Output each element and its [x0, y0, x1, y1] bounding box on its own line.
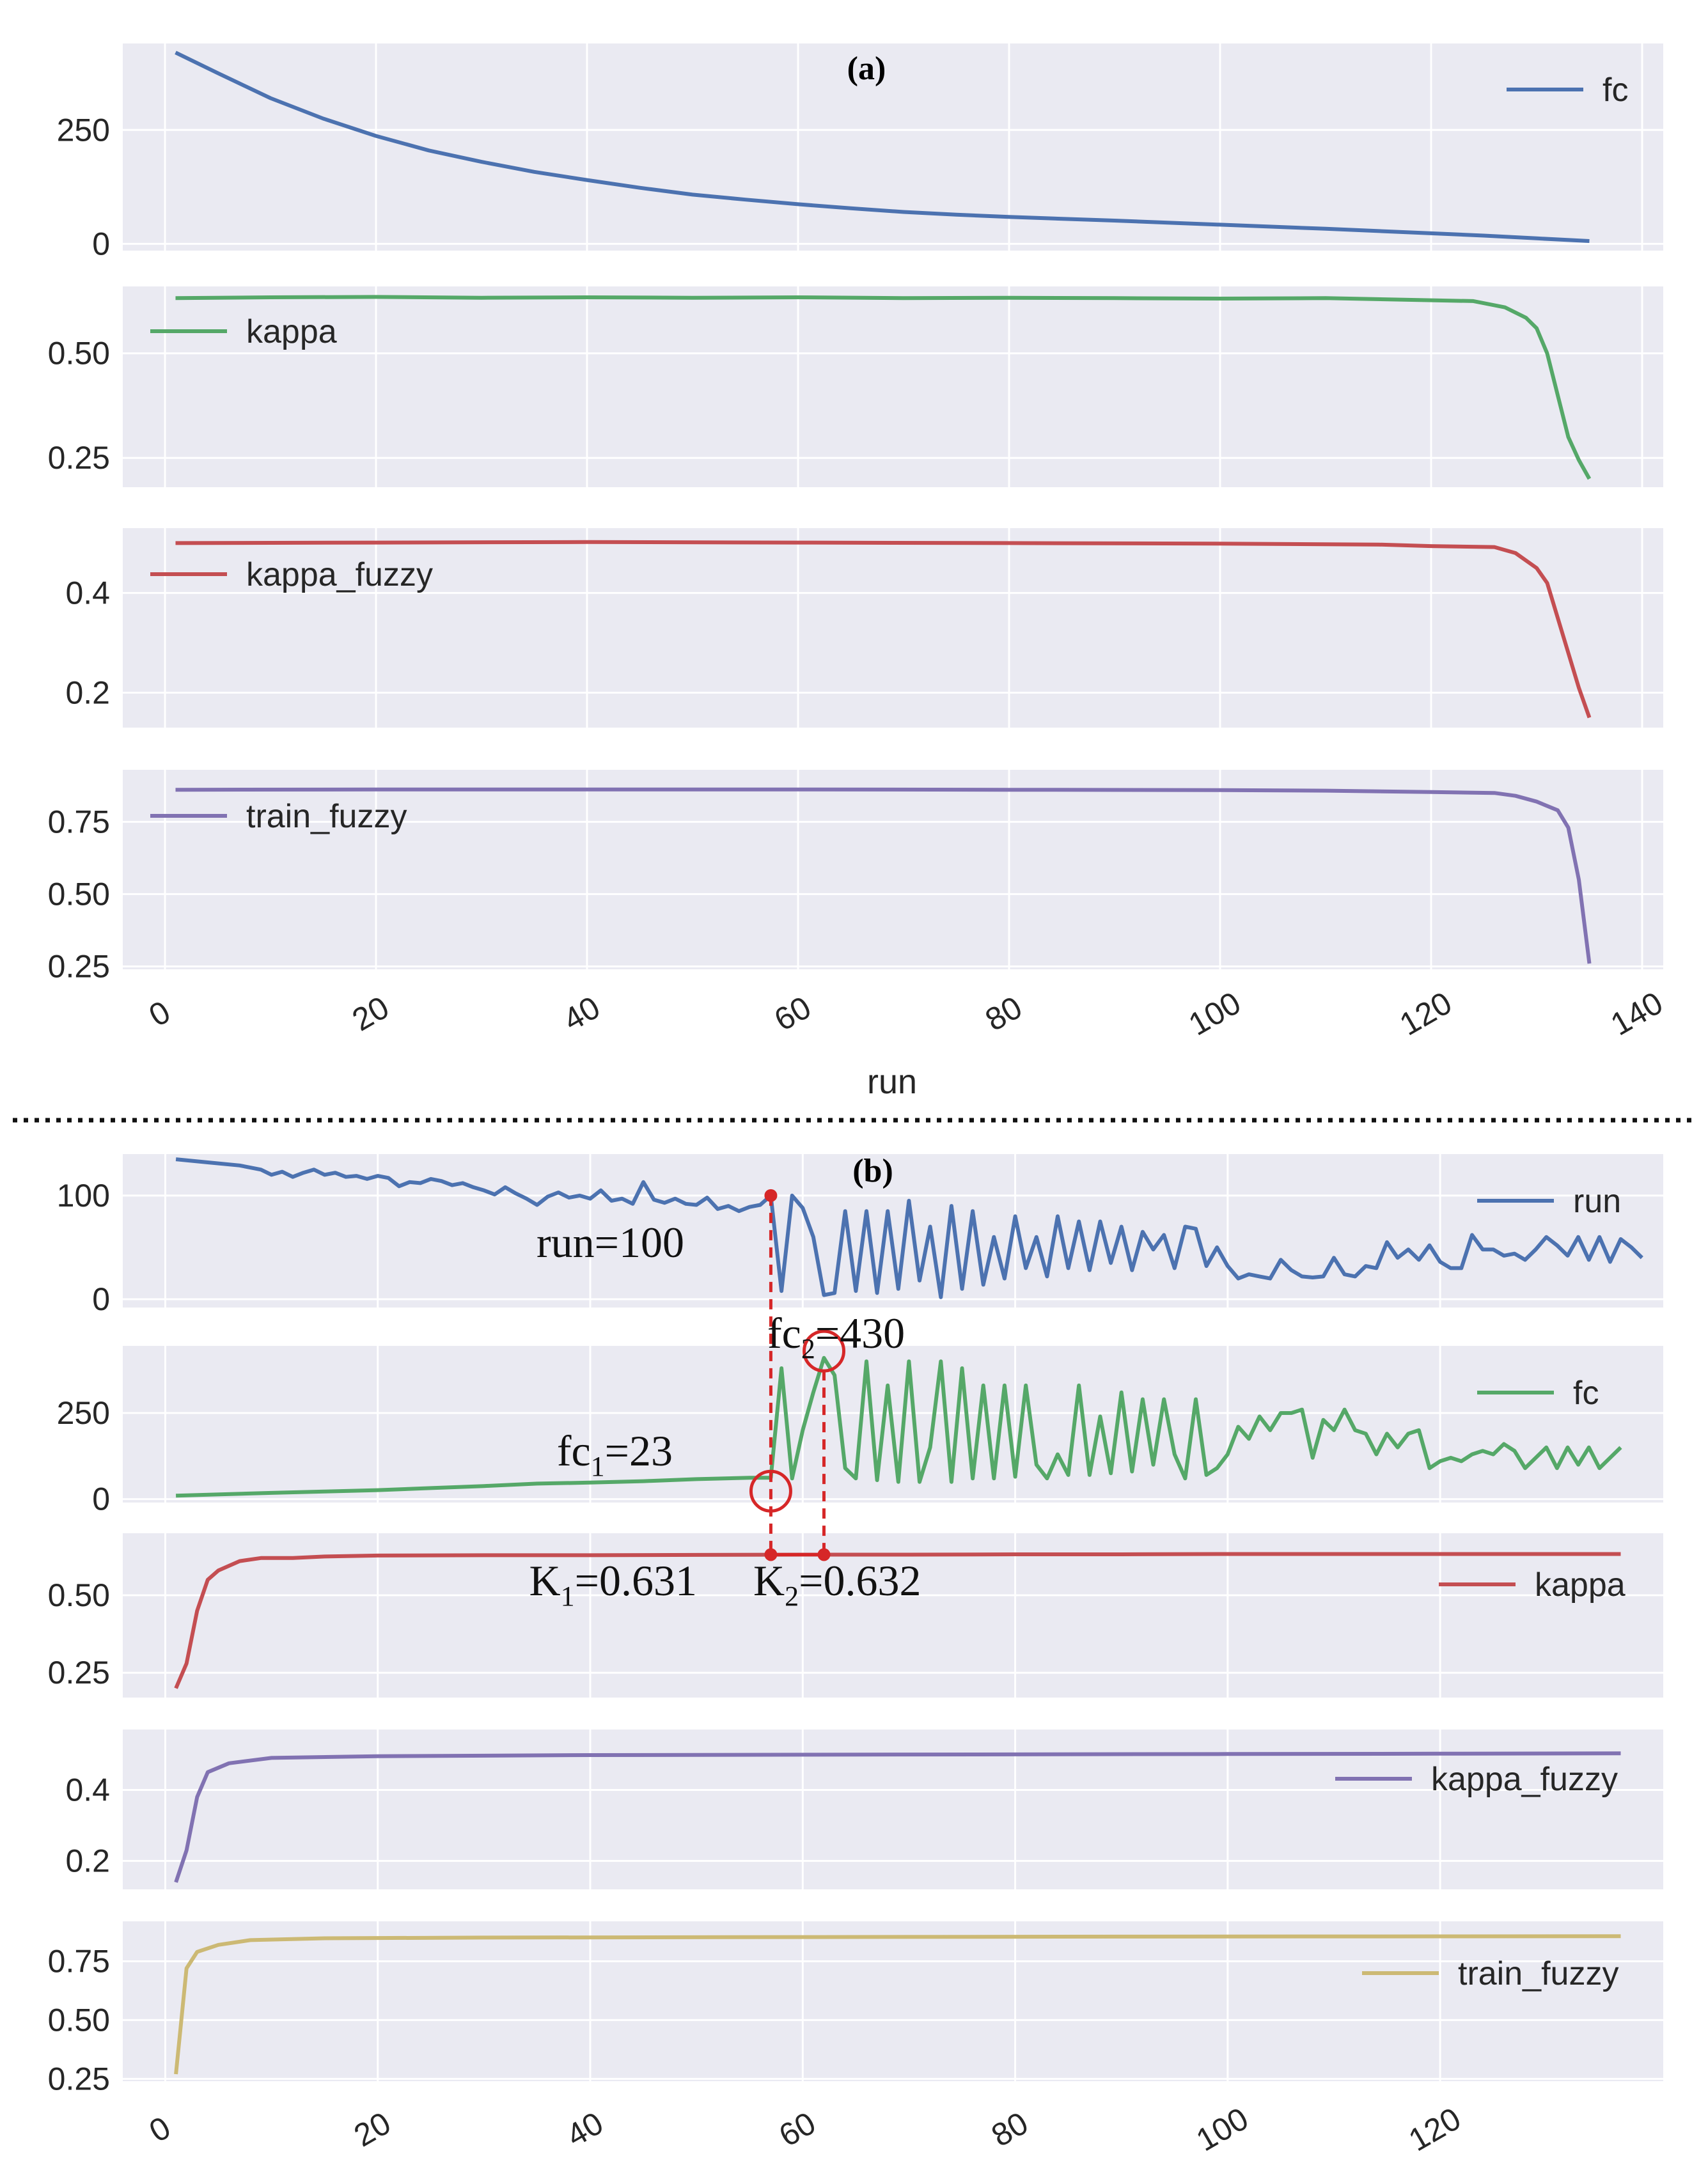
annotations-b: run=100 fc2=430 fc1=23 K1=0.631 K2=0.632 — [529, 1189, 921, 1612]
legend-label: run — [1573, 1183, 1621, 1220]
y-tick-label: 0 — [92, 1481, 110, 1517]
circle-marker-fc1 — [749, 1469, 792, 1513]
y-tick-label: 0.75 — [48, 1944, 110, 1980]
y-tick-label: 0.4 — [65, 575, 110, 611]
x-tick-label: 20 — [348, 2105, 396, 2153]
x-tick-label: 140 — [1604, 985, 1668, 1042]
panel-a-kappa-fuzzy: 0.4 0.2 kappa_fuzzy — [65, 528, 1663, 728]
legend-label: kappa — [246, 313, 337, 350]
annotation-k1-value: =0.631 — [575, 1556, 697, 1605]
annotation-k2: K2=0.632 — [753, 1556, 921, 1612]
y-tick-label: 0.25 — [48, 1655, 110, 1691]
panel-a-fc: 250 0 fc — [57, 43, 1663, 262]
panel-a-kappa: 0.50 0.25 kappa — [48, 286, 1663, 487]
x-tick-label: 80 — [985, 2105, 1034, 2153]
series-line-train-fuzzy — [175, 787, 1592, 964]
panel-b-kappa-fuzzy: 0.4 0.2 kappa_fuzzy — [65, 1730, 1663, 1889]
panel-b-train-fuzzy: 0.75 0.50 0.25 train_fuzzy — [48, 1921, 1663, 2097]
x-tick-label: 40 — [560, 2105, 609, 2153]
annotation-fc1: fc1=23 — [557, 1426, 673, 1482]
annotation-run: run=100 — [537, 1218, 684, 1267]
legend-label: kappa_fuzzy — [1431, 1761, 1618, 1798]
series-line-kappa-fuzzy — [175, 540, 1592, 719]
x-tick-label: 0 — [143, 2109, 176, 2149]
title-b: (b) — [852, 1153, 893, 1189]
annotation-k2-base: K — [753, 1556, 785, 1605]
x-tick-label: 0 — [143, 994, 176, 1033]
series-line-fc — [175, 51, 1590, 243]
series-line-train-fuzzy — [174, 1934, 1621, 2075]
y-tick-label: 0.4 — [65, 1772, 110, 1808]
y-tick-label: 0.25 — [48, 2061, 110, 2097]
y-tick-label: 0.50 — [48, 1577, 110, 1613]
x-tick-label: 60 — [768, 989, 817, 1038]
title-a: (a) — [847, 51, 886, 87]
x-tick-label: 120 — [1393, 985, 1457, 1042]
y-tick-label: 0.50 — [48, 336, 110, 371]
y-tick-label: 250 — [57, 112, 110, 148]
panel-b-run: 100 0 run — [57, 1154, 1663, 1317]
series-line-kappa — [174, 1552, 1621, 1689]
x-tick-label: 120 — [1402, 2100, 1466, 2158]
series-line-run — [175, 1157, 1643, 1299]
annotation-fc2-value: =430 — [815, 1309, 905, 1357]
series-line-kappa — [175, 295, 1592, 480]
circle-marker-fc2 — [803, 1329, 846, 1373]
panel-background — [123, 528, 1663, 728]
annotation-fc2-base: fc — [767, 1309, 801, 1357]
x-tick-label: 60 — [773, 2105, 822, 2153]
annotation-k1-base: K — [529, 1556, 561, 1605]
y-tick-label: 0.50 — [48, 876, 110, 912]
annotation-k1: K1=0.631 — [529, 1556, 697, 1612]
panel-background — [123, 43, 1663, 251]
figure-a: 250 0 fc 0.50 0.25 kappa 0.4 0.2 kappa_fuzzy 0… — [48, 43, 1669, 1101]
series-line-kappa-fuzzy — [174, 1751, 1621, 1883]
legend-label: fc — [1573, 1375, 1599, 1412]
legend-label: fc — [1602, 72, 1628, 109]
x-tick-label: 40 — [557, 989, 606, 1038]
y-tick-label: 0 — [92, 226, 110, 262]
legend-label: kappa_fuzzy — [246, 556, 433, 593]
panel-b-fc: 250 0 fc — [57, 1346, 1663, 1517]
x-tick-label: 100 — [1182, 985, 1246, 1042]
y-tick-label: 0.25 — [48, 948, 110, 984]
annotation-fc2-sub: 2 — [801, 1333, 815, 1364]
marker-dot-run — [764, 1189, 778, 1202]
y-tick-label: 0.25 — [48, 440, 110, 476]
y-tick-label: 0.50 — [48, 2002, 110, 2038]
x-tick-label: 20 — [346, 989, 395, 1038]
annotation-fc1-sub: 1 — [591, 1451, 605, 1482]
y-tick-label: 250 — [57, 1395, 110, 1431]
annotation-fc1-base: fc — [557, 1426, 591, 1475]
x-axis-label-a: run — [867, 1063, 917, 1101]
annotation-fc2: fc2=430 — [767, 1309, 905, 1364]
legend-label: train_fuzzy — [1458, 1955, 1618, 1992]
x-tick-label: 100 — [1190, 2100, 1254, 2158]
x-tick-label: 80 — [979, 989, 1028, 1038]
panel-a-train-fuzzy: 0.75 0.50 0.25 train_fuzzy — [48, 770, 1663, 984]
x-ticks-b: 0 20 40 60 80 100 120 — [143, 2100, 1467, 2158]
annotation-k2-sub: 2 — [785, 1581, 799, 1612]
y-tick-label: 0.2 — [65, 1843, 110, 1879]
y-tick-label: 0.2 — [65, 675, 110, 710]
annotation-fc1-value: =23 — [605, 1426, 673, 1475]
panel-background — [123, 770, 1663, 969]
annotation-k1-sub: 1 — [561, 1581, 575, 1612]
panel-background — [123, 1154, 1663, 1308]
y-tick-label: 100 — [57, 1178, 110, 1214]
panel-background — [123, 1533, 1663, 1698]
y-tick-label: 0.75 — [48, 804, 110, 840]
x-ticks-a: 0 20 40 60 80 100 120 140 — [143, 985, 1668, 1042]
annotation-k2-value: =0.632 — [799, 1556, 921, 1605]
figure-b: 100 0 run 250 0 fc 0.50 0.25 kappa 0.4 0.2 kappa… — [48, 1153, 1663, 2158]
legend-label: kappa — [1535, 1566, 1626, 1604]
panel-background — [123, 1921, 1663, 2081]
legend-label: train_fuzzy — [246, 798, 407, 835]
y-tick-label: 0 — [92, 1281, 110, 1317]
panel-background — [123, 286, 1663, 487]
series-line-fc — [176, 1355, 1622, 1498]
panel-b-kappa: 0.50 0.25 kappa — [48, 1533, 1663, 1698]
